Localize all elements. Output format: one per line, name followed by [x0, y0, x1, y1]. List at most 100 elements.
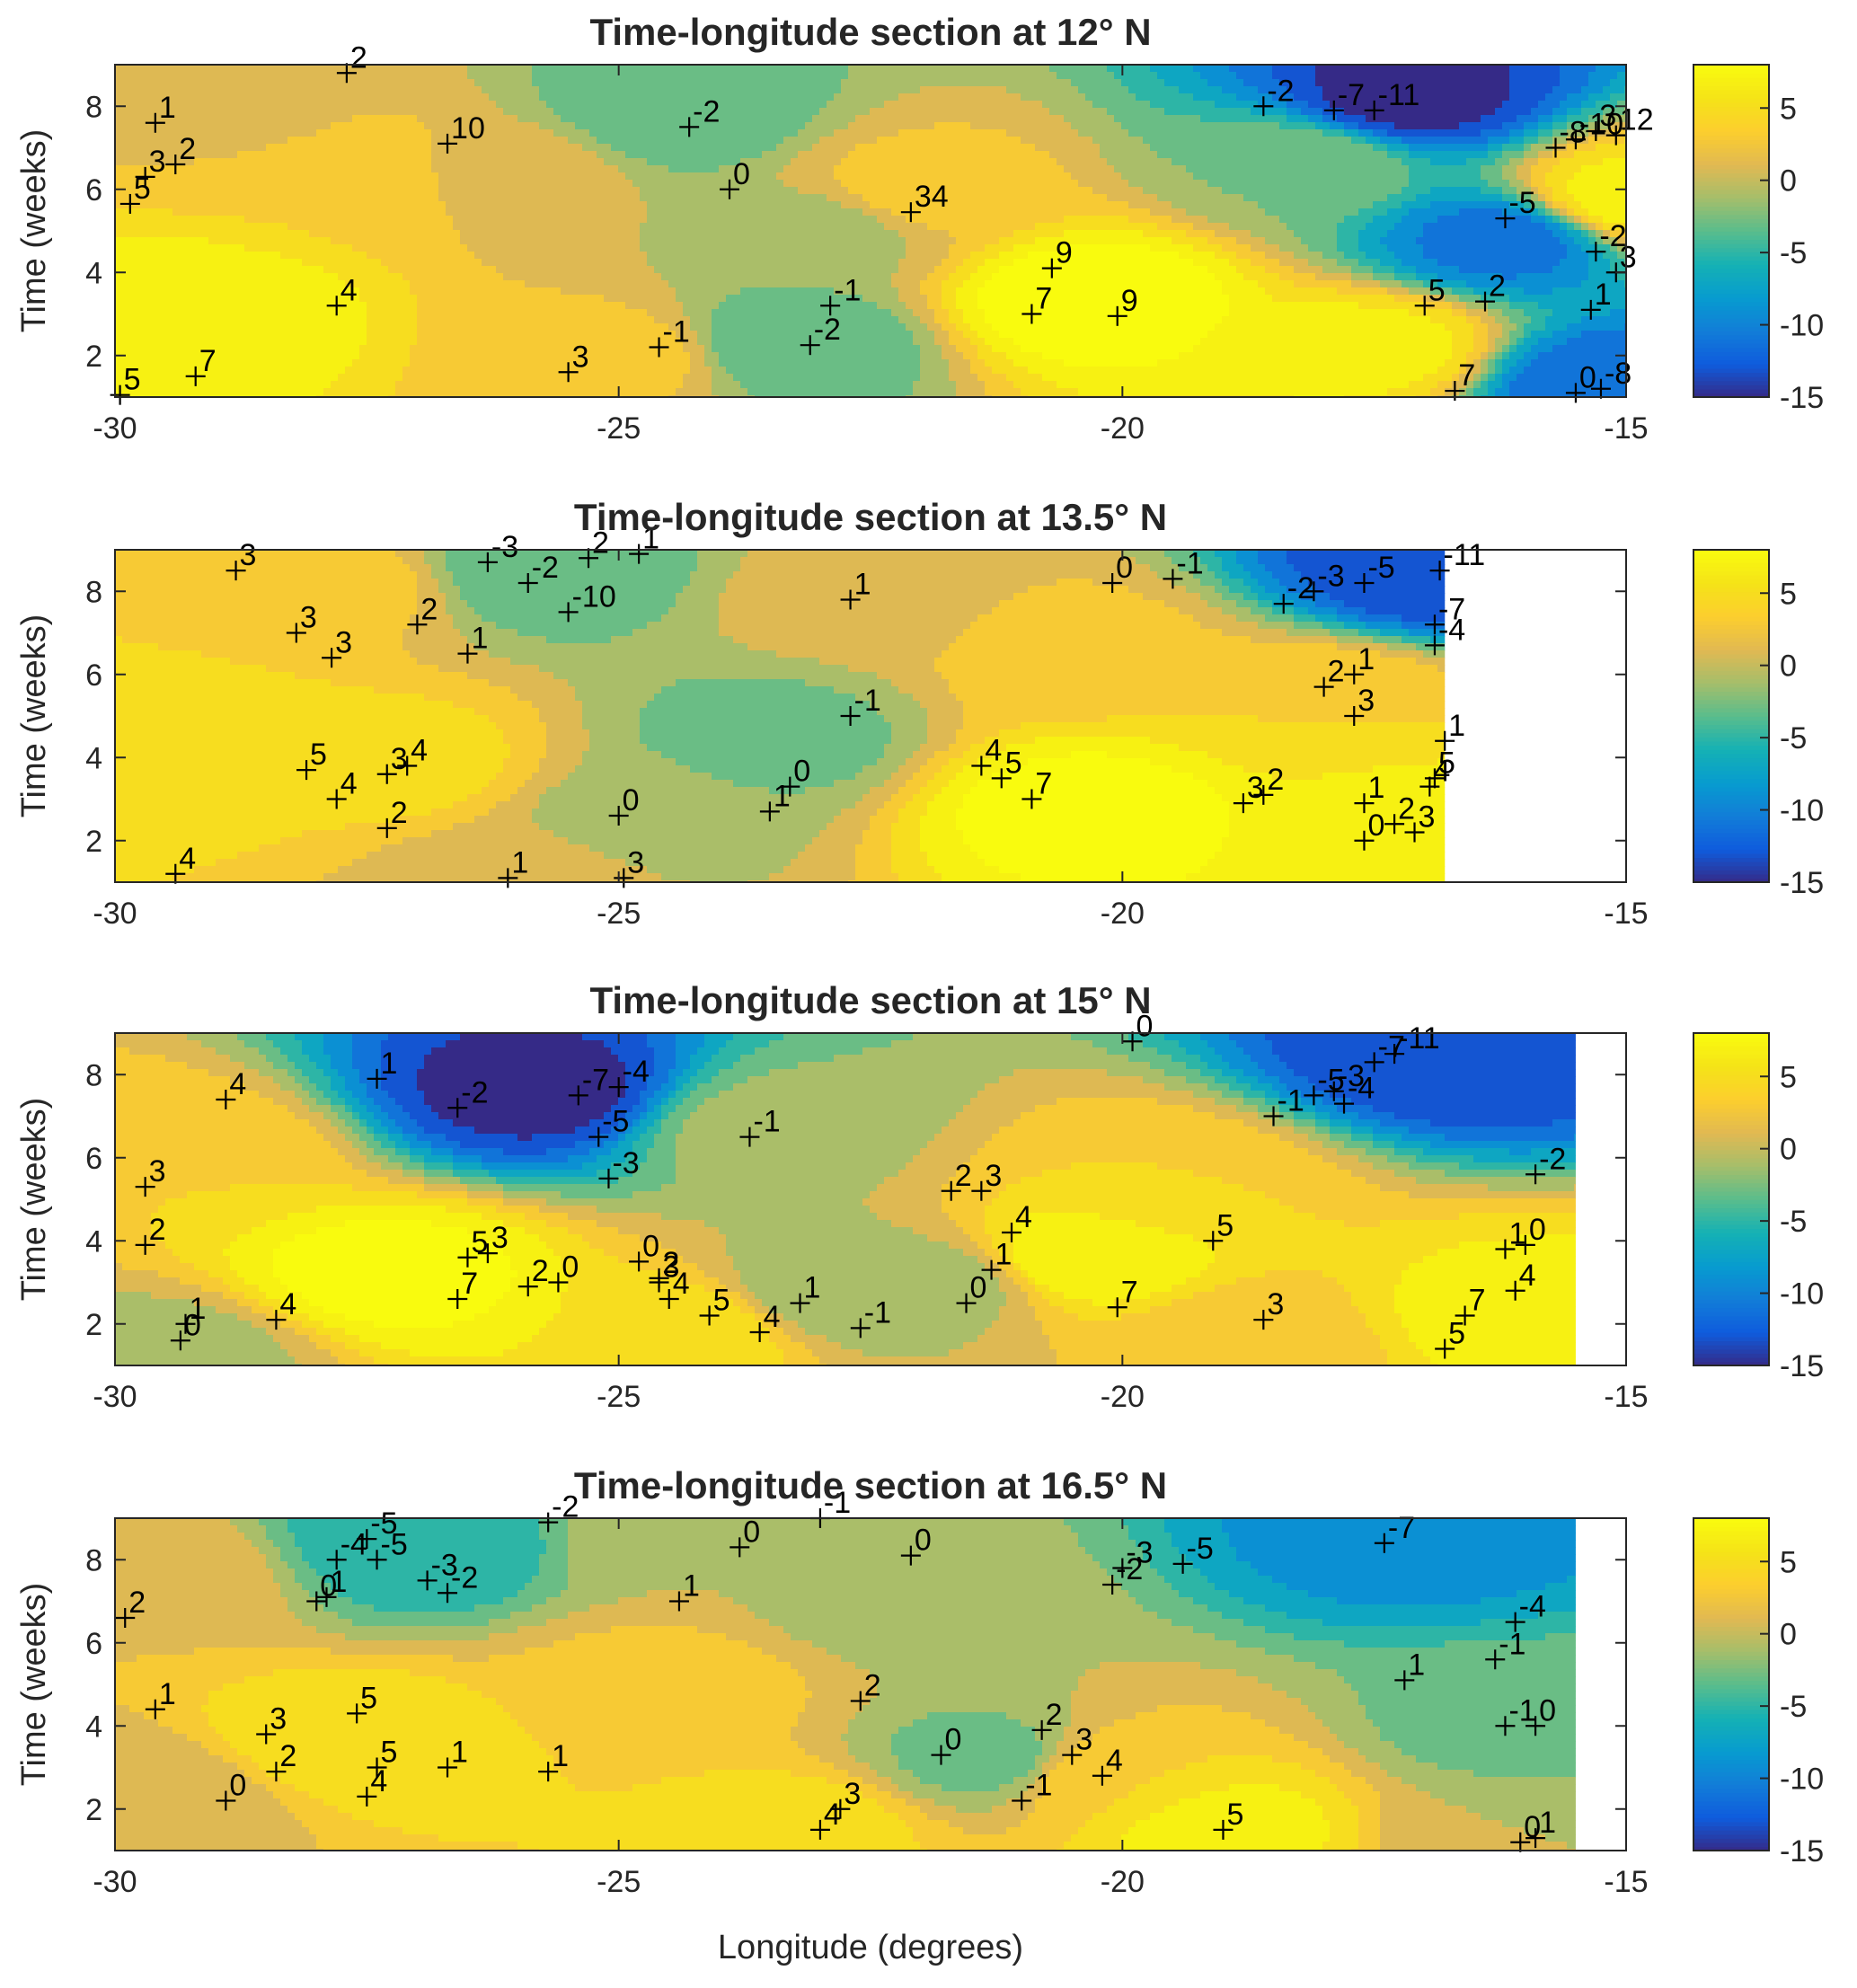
contour-marker: 3	[1586, 99, 1616, 141]
contour-label: 0	[1524, 1810, 1541, 1844]
contour-marker: 1	[759, 779, 791, 822]
colorbar: 5 0 -5 -10 -15	[1693, 1517, 1824, 1869]
contour-label: -4	[1348, 1072, 1375, 1106]
contour-marker: -4	[1334, 1072, 1375, 1114]
contour-label: 3	[1357, 684, 1375, 718]
contour-label: 4	[673, 1267, 690, 1301]
contour-label: -7	[1388, 1511, 1415, 1545]
contour-marker: 2	[1384, 791, 1415, 835]
panel-title: Time-longitude section at 13.5° N	[574, 496, 1167, 538]
contour-label: 4	[279, 1287, 296, 1321]
contour-label: 1	[330, 1565, 347, 1599]
contour-marker: 1	[367, 1047, 397, 1089]
contour-marker: -4	[608, 1055, 650, 1098]
contour-fill	[115, 65, 1626, 397]
contour-marker: 10	[438, 111, 485, 154]
contour-label: -1	[1176, 546, 1203, 580]
contour-marker: 3	[1344, 684, 1375, 726]
x-tick-label: -30	[93, 411, 137, 446]
contour-marker: -3	[1323, 1059, 1365, 1101]
contour-label: 3	[300, 601, 317, 635]
contour-label: -5	[1508, 186, 1535, 220]
contour-label: 3	[627, 845, 644, 879]
contour-label: 9	[1056, 236, 1073, 270]
contour-label: 5	[471, 1225, 488, 1259]
contour-marker: 0	[900, 1524, 932, 1566]
contour-fill	[115, 1033, 1576, 1365]
contour-label: -1	[663, 315, 690, 349]
y-axis-label: Time (weeks)	[15, 129, 53, 333]
contour-marker: 3	[1253, 1287, 1284, 1330]
x-tick-label: -20	[1101, 1865, 1145, 1899]
axes-box	[114, 549, 1627, 883]
contour-marker: 1	[145, 91, 176, 133]
x-tick-label: -25	[597, 1380, 641, 1414]
contour-marker: 4	[971, 734, 1002, 776]
contour-label: 2	[350, 40, 367, 75]
x-tick-label: -15	[1604, 1865, 1648, 1899]
contour-marker: -11	[1384, 1021, 1440, 1065]
contour-marker: 1	[1394, 1648, 1425, 1691]
contour-label: -11	[1444, 538, 1486, 572]
contour-label: 1	[552, 1739, 569, 1773]
contour-marker: 0	[629, 1229, 659, 1272]
contour-marker: 0	[931, 1723, 961, 1765]
x-tick-label: -30	[93, 897, 137, 931]
contour-marker: -7	[1323, 78, 1365, 120]
colorbar-tick-label: 0	[1780, 649, 1797, 684]
contour-marker: 34	[900, 180, 949, 223]
colorbar-tick-label: -5	[1780, 1205, 1807, 1239]
x-tick-label: -15	[1604, 1380, 1648, 1414]
colorbar-tick-label: -10	[1780, 1763, 1824, 1797]
contour-marker: 7	[185, 344, 217, 386]
contour-label: -1	[854, 684, 881, 718]
contour-label: 2	[391, 796, 408, 830]
contour-marker: 1	[668, 1569, 700, 1612]
contour-label: 7	[1469, 1284, 1486, 1318]
contour-marker: -5	[1495, 186, 1536, 229]
contour-marker: 3	[1062, 1723, 1092, 1765]
contour-label: 5	[1438, 746, 1455, 780]
contour-marker: -1	[1263, 1084, 1304, 1127]
contour-marker: 3	[477, 1221, 508, 1264]
contour-label: -2	[532, 551, 559, 585]
contour-label: 1	[1595, 278, 1612, 312]
contour-marker: 3	[649, 1250, 679, 1293]
contour-marker: 2	[135, 1213, 166, 1255]
contour-label: 34	[915, 180, 949, 214]
contour-label: 5	[1216, 1208, 1234, 1242]
y-tick-label: 4	[85, 1224, 102, 1259]
contour-marker: -11	[1364, 78, 1419, 120]
x-tick-label: -25	[597, 411, 641, 446]
contour-label: 1	[804, 1271, 821, 1305]
contour-marker: 3	[225, 538, 256, 581]
contour-label: -4	[1519, 1590, 1546, 1624]
y-tick-label: 2	[85, 1793, 102, 1827]
contour-marker: -2	[679, 94, 720, 137]
contour-label: 12	[1620, 103, 1654, 137]
contour-label: 4	[1433, 755, 1450, 789]
contour-label: 1	[189, 1292, 206, 1326]
contour-marker: 4	[1419, 755, 1450, 797]
contour-label: 4	[179, 842, 196, 876]
contour-marker: 0	[1102, 551, 1133, 593]
contour-fill	[115, 1518, 1576, 1851]
contour-label: 5	[713, 1284, 730, 1318]
contour-marker: 2	[1031, 1698, 1063, 1740]
contour-label: -3	[491, 530, 518, 564]
contour-label: 1	[159, 1677, 176, 1711]
contour-label: 2	[864, 1669, 881, 1703]
contour-label: 2	[1046, 1698, 1063, 1732]
contour-label: 4	[370, 1764, 387, 1798]
contour-label: 2	[955, 1159, 972, 1193]
colorbar-tick-label: 0	[1780, 1618, 1797, 1652]
contour-label: 1	[451, 1736, 468, 1770]
contour-marker: 1	[175, 1292, 206, 1334]
contour-marker: 7	[1445, 358, 1475, 402]
contour-marker: 7	[1021, 767, 1052, 809]
contour-marker: 5	[1213, 1798, 1243, 1840]
contour-label: 0	[229, 1769, 246, 1803]
x-tick-label: -20	[1101, 411, 1145, 446]
y-tick-label: 4	[85, 741, 102, 775]
